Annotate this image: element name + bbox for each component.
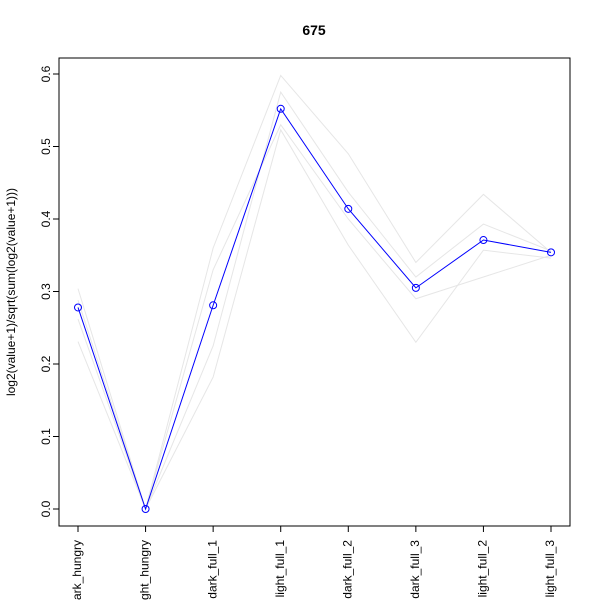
series-point bbox=[141, 505, 150, 513]
x-tick-label: light_full_1 bbox=[273, 540, 287, 598]
background-series-line bbox=[77, 74, 552, 511]
chart-title: 675 bbox=[302, 22, 326, 38]
series-point bbox=[547, 248, 555, 257]
series-point bbox=[209, 301, 218, 310]
y-tick-label: 0.4 bbox=[39, 210, 53, 227]
x-tick-label: light_full_2 bbox=[476, 540, 490, 598]
x-tick-label: light_full_3 bbox=[543, 540, 557, 598]
y-tick-label: 0.1 bbox=[39, 428, 53, 445]
x-tick-label: dark_full_3 bbox=[408, 540, 422, 599]
series-point bbox=[344, 204, 353, 213]
series-point bbox=[479, 236, 488, 245]
y-tick-label: 0.3 bbox=[39, 283, 53, 300]
x-tick-label: dark_full_1 bbox=[205, 540, 219, 599]
series-point bbox=[74, 303, 82, 312]
y-tick-label: 0.6 bbox=[39, 65, 53, 82]
y-axis: 0.0 0.1 0.2 0.3 0.4 0.5 0.6 bbox=[39, 65, 60, 517]
x-tick-label: dark_full_2 bbox=[340, 540, 354, 599]
series-point bbox=[276, 104, 285, 113]
x-tick-label: ght_hungry bbox=[138, 540, 152, 600]
y-tick-label: 0.2 bbox=[39, 355, 53, 372]
y-tick-label: 0.0 bbox=[39, 500, 53, 517]
x-tick-label: ark_hungry bbox=[70, 540, 84, 600]
background-series-line bbox=[77, 128, 552, 511]
background-series-line bbox=[77, 90, 552, 511]
plot-frame bbox=[58, 57, 571, 527]
y-tick-label: 0.5 bbox=[39, 138, 53, 155]
series-point bbox=[411, 283, 420, 292]
background-series-line bbox=[77, 123, 552, 511]
background-series-group bbox=[77, 74, 552, 511]
series-line bbox=[77, 107, 552, 511]
y-axis-label: log2(value+1)/sqrt(sum(log2(value+1))) bbox=[4, 188, 18, 396]
x-axis: ark_hungry ght_hungry dark_full_1 light_ful… bbox=[70, 525, 557, 600]
main-series-group bbox=[74, 104, 555, 513]
